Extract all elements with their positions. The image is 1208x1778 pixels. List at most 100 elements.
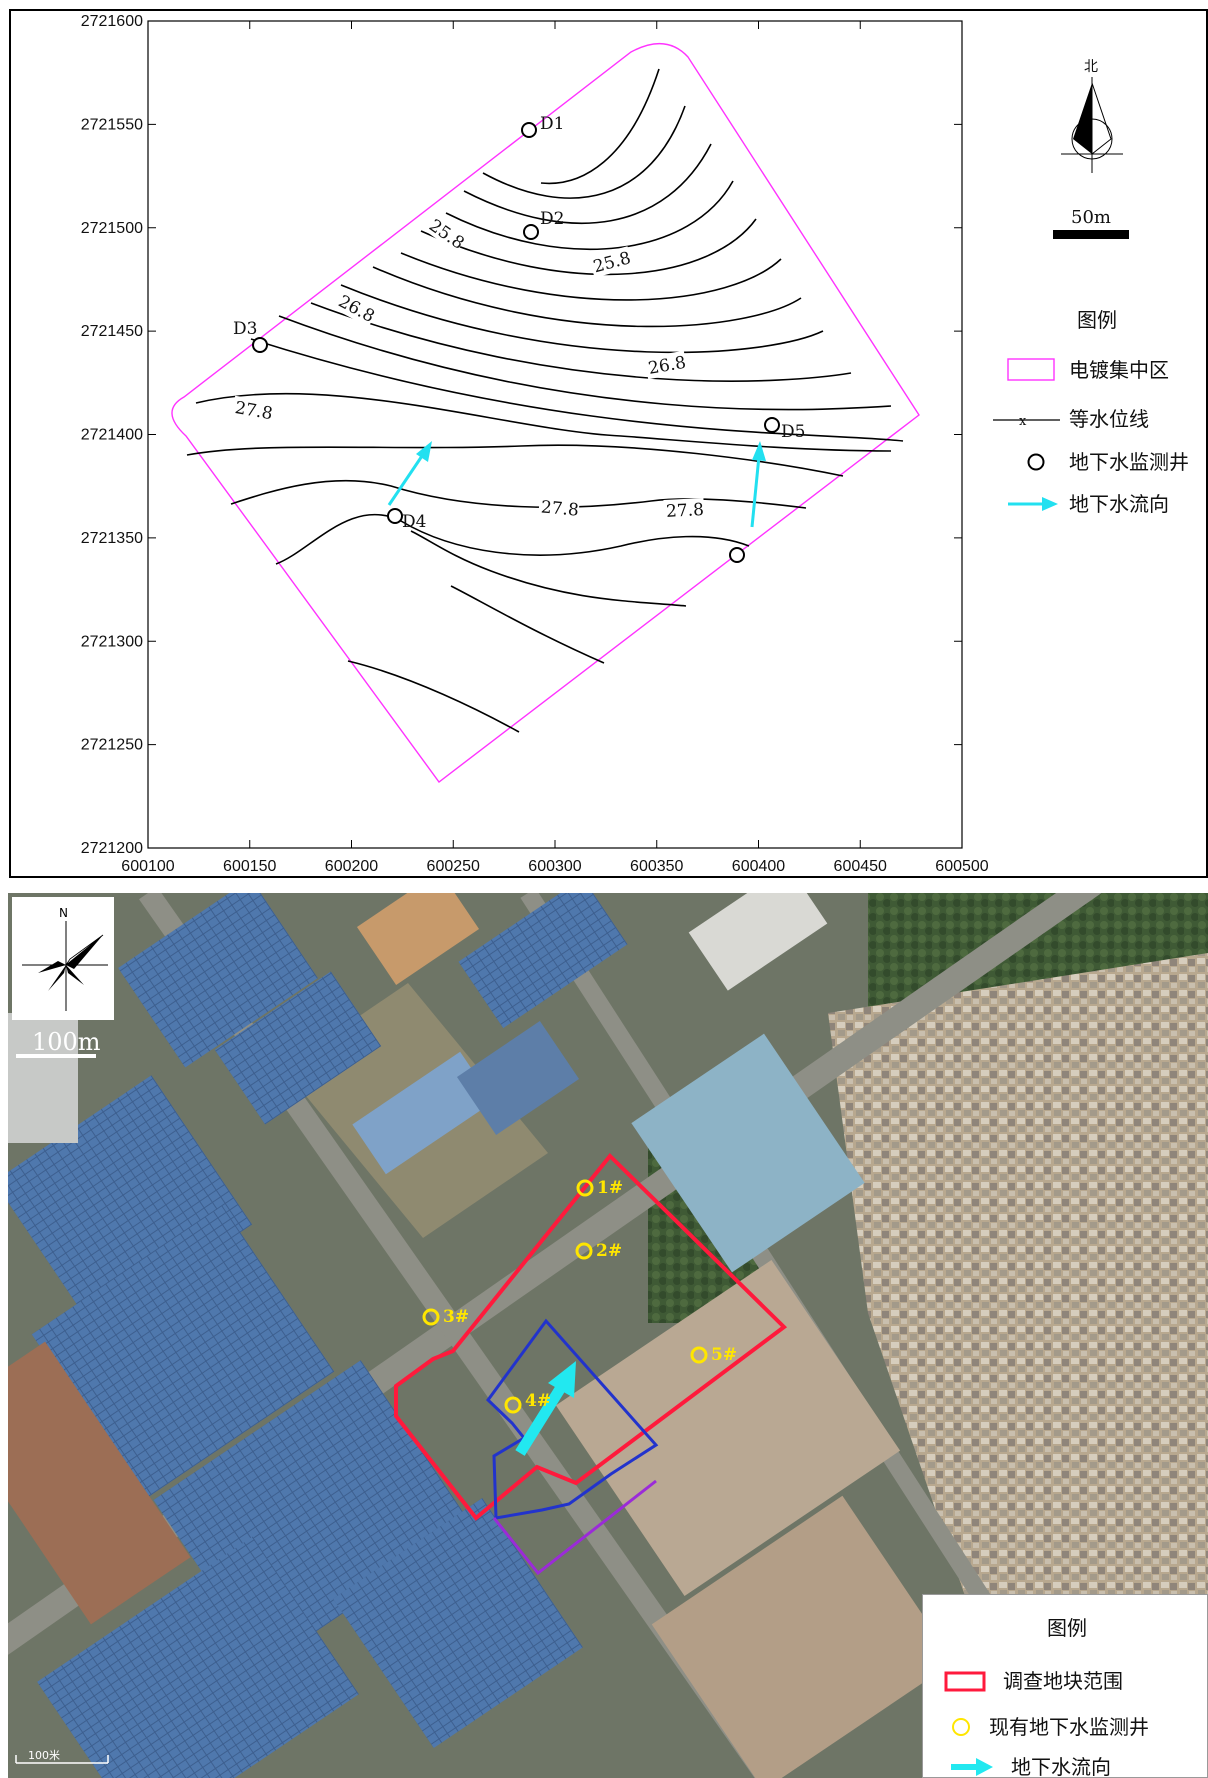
contour-label: 25.8	[591, 248, 633, 277]
well-marker-4	[504, 1396, 522, 1414]
well-marker-5	[690, 1346, 708, 1364]
y-tick-label: 2721500	[81, 220, 143, 237]
contour-lines	[186, 68, 904, 733]
photo-map-legend: 图例 调查地块范围 现有地下水监测井 地下水流向	[922, 1594, 1208, 1778]
site-boundary	[394, 1153, 788, 1521]
well-marker-unlabeled	[729, 547, 745, 563]
north-arrow-icon: 北	[1061, 59, 1123, 173]
legend-title: 图例	[1077, 308, 1117, 332]
y-axis: 2721600 2721550 2721500 2721450 2721400 27213…	[81, 13, 962, 857]
contour-line	[347, 660, 520, 733]
flow-arrows	[387, 441, 766, 528]
contour-label: 27.8	[666, 500, 705, 522]
legend-item-well: 地下水监测井	[1069, 450, 1189, 474]
compass-north-label: N	[59, 906, 68, 920]
photo-legend-item-well: 现有地下水监测井	[989, 1715, 1149, 1739]
contour-line	[400, 252, 782, 301]
legend-boundary-swatch	[1007, 358, 1055, 381]
contour-line	[186, 444, 844, 477]
photo-legend-item-boundary: 调查地块范围	[1003, 1669, 1123, 1693]
contour-line	[278, 315, 892, 411]
contour-line	[340, 284, 824, 354]
y-tick-label: 2721400	[81, 427, 143, 444]
y-tick-label: 2721250	[81, 737, 143, 754]
x-tick-label: 600100	[121, 858, 174, 875]
photo-legend-boundary-swatch	[944, 1671, 986, 1692]
flow-arrow-left	[387, 452, 426, 506]
electroplating-zone-boundary	[171, 42, 920, 783]
legend-well-swatch	[1027, 453, 1045, 471]
satellite-map-svg: 1# 2# 3# 4# 5# N 100m 100米	[8, 893, 1208, 1778]
contour-line	[540, 68, 660, 185]
scale-label: 50m	[1071, 207, 1111, 228]
contour-line	[372, 266, 802, 328]
factory-buildings	[8, 893, 955, 1778]
well-label-4: 4#	[525, 1391, 551, 1411]
legend-item-boundary: 电镀集中区	[1069, 358, 1169, 382]
photo-legend-item-flow: 地下水流向	[1011, 1755, 1111, 1777]
contour-line	[310, 302, 852, 382]
well-labels: D1 D2 D3 D4 D5	[233, 114, 805, 532]
groundwater-flow-arrow	[515, 1361, 576, 1456]
well-label-d5: D5	[781, 422, 805, 442]
contour-line	[195, 392, 892, 452]
contour-label: 27.8	[540, 497, 579, 520]
well-label-5: 5#	[711, 1345, 737, 1365]
y-tick-label: 2721550	[81, 116, 143, 133]
x-tick-label: 600300	[528, 858, 581, 875]
x-tick-label: 600150	[223, 858, 276, 875]
monitoring-wells	[252, 122, 780, 563]
well-marker-d2	[523, 224, 539, 240]
monitoring-wells	[422, 1179, 708, 1414]
well-label-d2: D2	[540, 209, 564, 229]
bare-ground	[356, 893, 480, 985]
contour-line	[230, 479, 807, 509]
contour-map-panel: 2721600 2721550 2721500 2721450 2721400 27213…	[9, 9, 1208, 878]
x-axis: 600100 600150 600200 600250 600300 600350 6004…	[121, 21, 989, 875]
well-label-3: 3#	[443, 1307, 469, 1327]
y-tick-label: 2721450	[81, 323, 143, 340]
well-marker-d1	[521, 122, 537, 138]
corner-scale-label: 100米	[28, 1749, 60, 1762]
well-label-2: 2#	[596, 1241, 622, 1261]
well-marker-d3	[252, 337, 268, 353]
legend-contour-marker: x	[1019, 414, 1027, 429]
photo-legend-title: 图例	[1047, 1616, 1087, 1640]
village-area	[828, 953, 1208, 1673]
well-labels: 1# 2# 3# 4# 5#	[443, 1178, 737, 1411]
scale-label: 100m	[32, 1028, 101, 1056]
y-tick-label: 2721200	[81, 840, 143, 857]
legend-item-contour: 等水位线	[1069, 407, 1149, 431]
contour-line	[275, 513, 750, 565]
satellite-map-panel: 1# 2# 3# 4# 5# N 100m 100米	[8, 893, 1208, 1778]
contour-line	[463, 143, 712, 225]
y-tick-label: 2721600	[81, 13, 143, 30]
photo-legend-well-swatch	[952, 1718, 970, 1736]
x-tick-label: 600350	[630, 858, 683, 875]
well-label-d4: D4	[402, 512, 426, 532]
well-marker-1	[576, 1179, 594, 1197]
contour-label-group: 25.8 25.8 26.8 26.8 27.8 27.8 27.8	[231, 211, 705, 523]
contour-line	[445, 180, 734, 251]
well-marker-3	[422, 1308, 440, 1326]
flow-arrow-right	[750, 455, 761, 528]
well-marker-2	[575, 1242, 593, 1260]
y-tick-label: 2721350	[81, 530, 143, 547]
scale-bar: 50m	[1053, 207, 1129, 239]
flow-arrow-left-head	[416, 441, 432, 462]
flow-arrow-right-head	[752, 441, 766, 461]
contour-line	[420, 218, 757, 276]
well-label-d3: D3	[233, 319, 257, 339]
north-label: 北	[1084, 59, 1098, 75]
y-tick-label: 2721300	[81, 633, 143, 650]
x-tick-label: 600400	[732, 858, 785, 875]
purple-boundary	[492, 1479, 657, 1576]
compass-rose-icon: N	[12, 897, 114, 1020]
x-tick-label: 600450	[834, 858, 887, 875]
contour-line	[450, 585, 605, 664]
scale-bar: 100m 100米	[15, 1028, 109, 1764]
inner-boundary	[486, 1318, 659, 1520]
x-tick-label: 600500	[935, 858, 988, 875]
contour-map-svg: 2721600 2721550 2721500 2721450 2721400 27213…	[81, 13, 1189, 875]
x-tick-label: 600250	[427, 858, 480, 875]
